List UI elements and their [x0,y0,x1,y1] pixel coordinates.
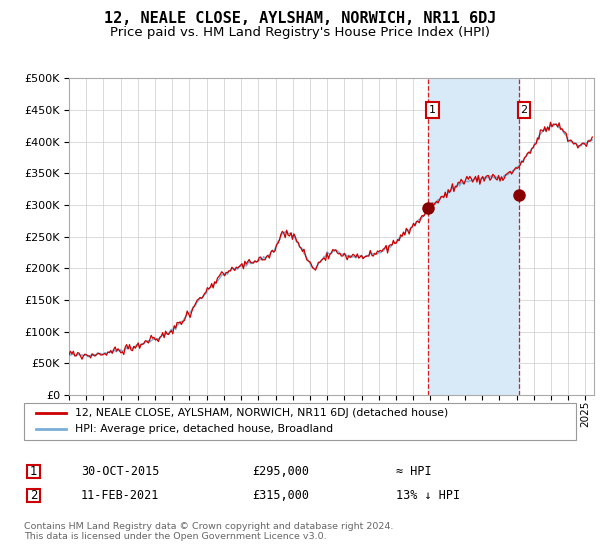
Text: 2: 2 [30,489,37,502]
Text: 12, NEALE CLOSE, AYLSHAM, NORWICH, NR11 6DJ (detached house): 12, NEALE CLOSE, AYLSHAM, NORWICH, NR11 … [75,408,448,418]
Text: 1: 1 [30,465,37,478]
Text: 1: 1 [429,105,436,115]
Text: 12, NEALE CLOSE, AYLSHAM, NORWICH, NR11 6DJ: 12, NEALE CLOSE, AYLSHAM, NORWICH, NR11 … [104,11,496,26]
Text: HPI: Average price, detached house, Broadland: HPI: Average price, detached house, Broa… [75,424,333,435]
Text: 30-OCT-2015: 30-OCT-2015 [81,465,160,478]
Text: 13% ↓ HPI: 13% ↓ HPI [396,489,460,502]
Text: £315,000: £315,000 [252,489,309,502]
Text: ≈ HPI: ≈ HPI [396,465,431,478]
Text: £295,000: £295,000 [252,465,309,478]
Text: Contains HM Land Registry data © Crown copyright and database right 2024.
This d: Contains HM Land Registry data © Crown c… [24,522,394,542]
Bar [428,78,518,395]
Text: 11-FEB-2021: 11-FEB-2021 [81,489,160,502]
Text: 2: 2 [520,105,527,115]
Text: Price paid vs. HM Land Registry's House Price Index (HPI): Price paid vs. HM Land Registry's House … [110,26,490,39]
